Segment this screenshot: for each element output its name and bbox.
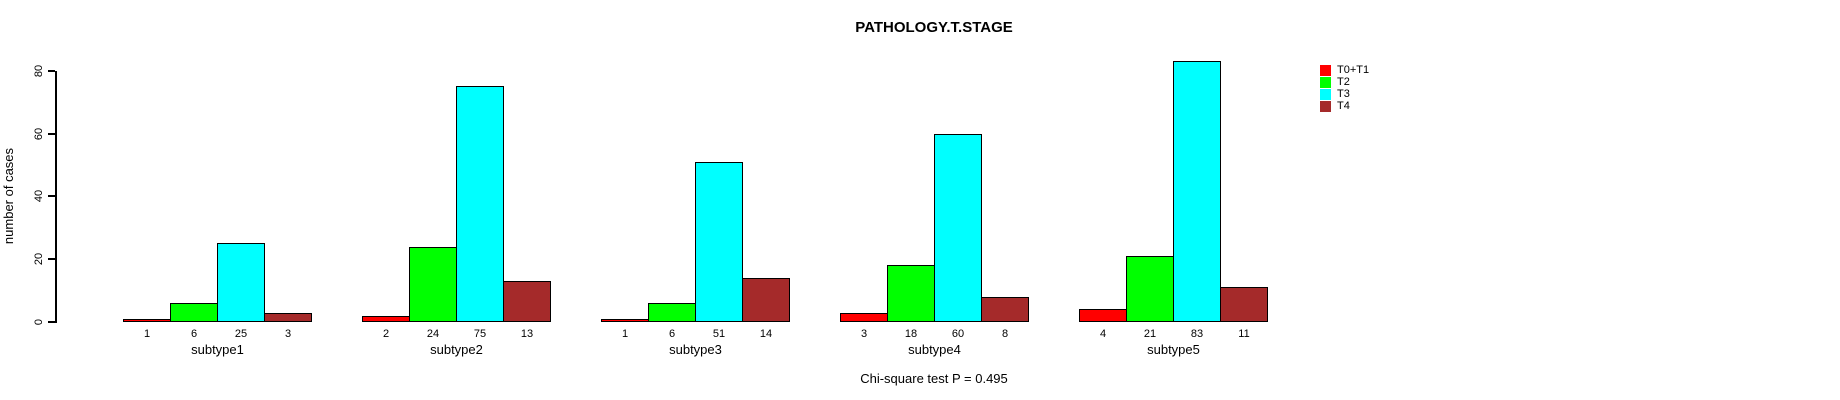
bar-subtype5-T3 xyxy=(1173,61,1221,322)
bar-subtype2-T0+T1 xyxy=(362,316,410,322)
bar-subtype2-T4 xyxy=(503,281,551,322)
y-tick-label: 60 xyxy=(33,127,45,140)
bar-value-label: 2 xyxy=(382,328,390,340)
bar-subtype5-T0+T1 xyxy=(1079,309,1127,322)
bar-subtype2-T2 xyxy=(409,247,457,322)
legend-label-T2: T2 xyxy=(1337,76,1350,88)
bar-subtype1-T3 xyxy=(217,243,265,322)
legend-swatch-T3 xyxy=(1320,89,1331,100)
chart-title: PATHOLOGY.T.STAGE xyxy=(855,19,1013,36)
bar-value-label: 18 xyxy=(904,328,918,340)
legend-label-T3: T3 xyxy=(1337,88,1350,100)
bar-value-label: 83 xyxy=(1190,328,1204,340)
bar-subtype2-T3 xyxy=(456,86,504,322)
bar-subtype1-T0+T1 xyxy=(123,319,171,322)
bar-value-label: 8 xyxy=(1001,328,1009,340)
bar-subtype3-T3 xyxy=(695,162,743,322)
y-tick xyxy=(48,132,55,135)
bar-subtype5-T2 xyxy=(1126,256,1174,322)
legend-swatch-T2 xyxy=(1320,77,1331,88)
bar-value-label: 25 xyxy=(234,328,248,340)
chi-square-annotation: Chi-square test P = 0.495 xyxy=(860,371,1008,386)
category-label-subtype5: subtype5 xyxy=(1147,342,1200,357)
y-tick-label: 80 xyxy=(33,64,45,77)
y-tick xyxy=(48,195,55,198)
bar-value-label: 60 xyxy=(951,328,965,340)
bar-value-label: 51 xyxy=(712,328,726,340)
legend-swatch-T0+T1 xyxy=(1320,65,1331,76)
bar-value-label: 21 xyxy=(1143,328,1157,340)
bar-value-label: 3 xyxy=(860,328,868,340)
bar-value-label: 14 xyxy=(759,328,773,340)
bar-subtype3-T2 xyxy=(648,303,696,322)
legend-swatch-T4 xyxy=(1320,101,1331,112)
bar-subtype4-T4 xyxy=(981,297,1029,322)
y-tick xyxy=(48,321,55,323)
bar-subtype4-T2 xyxy=(887,265,935,322)
bar-subtype3-T0+T1 xyxy=(601,319,649,322)
bar-subtype4-T0+T1 xyxy=(840,313,888,322)
bar-value-label: 13 xyxy=(520,328,534,340)
bar-value-label: 1 xyxy=(621,328,629,340)
bar-subtype5-T4 xyxy=(1220,287,1268,322)
legend-label-T0+T1: T0+T1 xyxy=(1337,64,1370,76)
bar-subtype4-T3 xyxy=(934,134,982,322)
category-label-subtype4: subtype4 xyxy=(908,342,961,357)
y-axis-line xyxy=(55,70,57,323)
category-label-subtype1: subtype1 xyxy=(191,342,244,357)
bar-value-label: 6 xyxy=(668,328,676,340)
bar-value-label: 11 xyxy=(1238,328,1250,340)
y-axis-title: number of cases xyxy=(1,147,16,245)
category-label-subtype3: subtype3 xyxy=(669,342,722,357)
bar-value-label: 4 xyxy=(1099,328,1107,340)
y-tick-label: 40 xyxy=(33,190,45,203)
y-tick-label: 20 xyxy=(33,253,45,266)
bar-value-label: 24 xyxy=(426,328,440,340)
y-tick xyxy=(48,69,55,72)
y-tick-label: 0 xyxy=(33,318,45,326)
bar-value-label: 75 xyxy=(473,328,487,340)
bar-value-label: 6 xyxy=(190,328,198,340)
category-label-subtype2: subtype2 xyxy=(430,342,483,357)
y-tick xyxy=(48,258,55,261)
bar-value-label: 1 xyxy=(143,328,151,340)
bar-value-label: 3 xyxy=(284,328,292,340)
bar-subtype3-T4 xyxy=(742,278,790,322)
legend-label-T4: T4 xyxy=(1337,100,1350,112)
bar-subtype1-T2 xyxy=(170,303,218,322)
bar-subtype1-T4 xyxy=(264,313,312,322)
